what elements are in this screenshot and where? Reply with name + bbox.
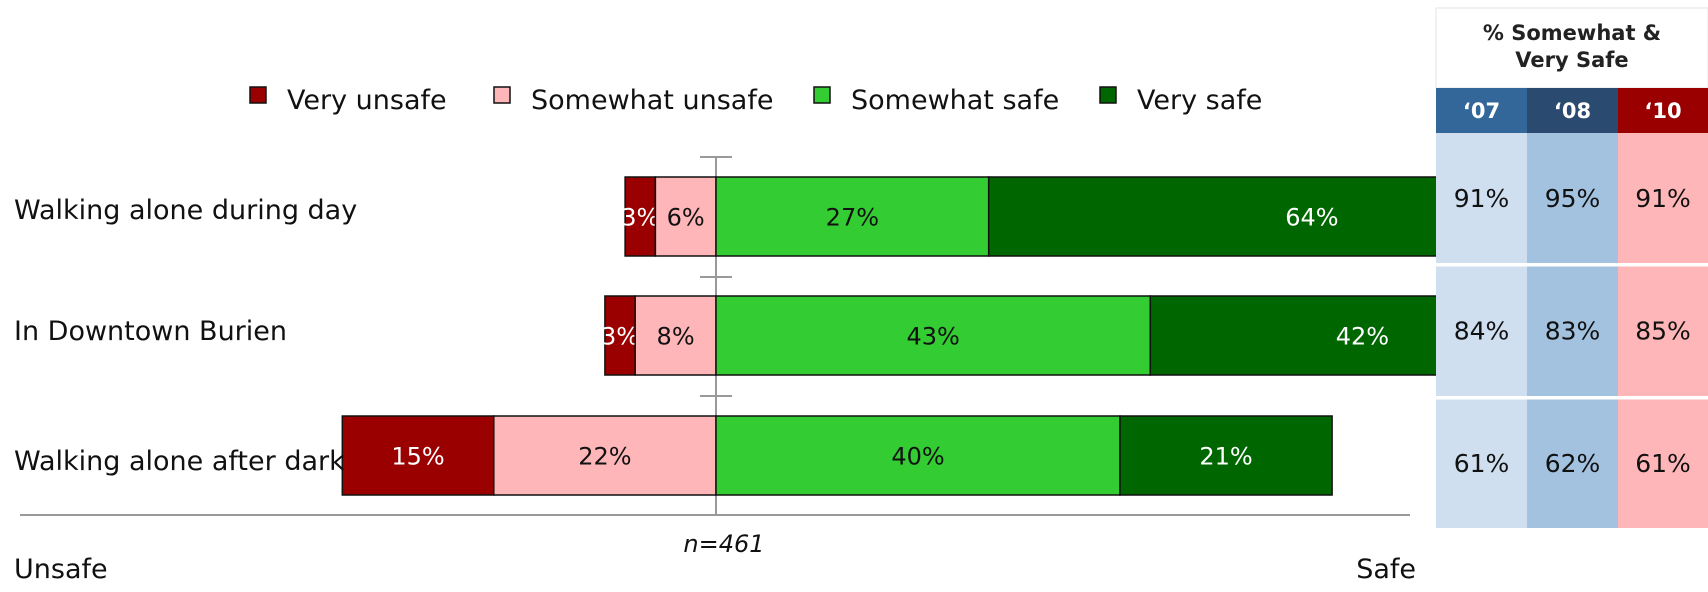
- category-label-walking-alone-after-dark: Walking alone after dark: [14, 446, 345, 477]
- year-header-0: [1436, 88, 1527, 133]
- bar-somewhat-unsafe-in-downtown-burien: [634, 295, 717, 376]
- data-label-very-unsafe-walking-alone-after-dark: 15%: [391, 443, 444, 471]
- trend-table-title-line-1: Very Safe: [1515, 48, 1628, 72]
- trend-cell-bg-0-1: [1527, 133, 1618, 263]
- safe-axis-label: Safe: [1356, 554, 1416, 585]
- trend-cell-1-0: 84%: [1454, 317, 1510, 346]
- sample-size-note: n=461: [683, 530, 764, 558]
- data-label-somewhat-safe-walking-alone-during-day: 27%: [826, 204, 879, 232]
- data-label-very-unsafe-walking-alone-during-day: 3%: [621, 204, 659, 232]
- trend-cell-2-0: 61%: [1454, 449, 1510, 478]
- year-header-2: [1618, 88, 1708, 133]
- trend-cell-bg-1-0: [1436, 265, 1527, 396]
- category-label-walking-alone-during-day: Walking alone during day: [14, 195, 357, 226]
- data-label-somewhat-unsafe-walking-alone-after-dark: 22%: [578, 443, 631, 471]
- trend-cell-bg-2-2: [1618, 398, 1708, 528]
- data-label-very-safe-walking-alone-during-day: 64%: [1285, 204, 1338, 232]
- year-label-0: ‘07: [1463, 99, 1500, 123]
- legend-label-somewhat-safe: Somewhat safe: [851, 85, 1059, 116]
- trend-cell-1-2: 85%: [1635, 317, 1691, 346]
- legend-label-somewhat-unsafe: Somewhat unsafe: [531, 85, 773, 116]
- year-label-1: ‘08: [1554, 99, 1591, 123]
- trend-cell-bg-0-2: [1618, 133, 1708, 263]
- data-label-somewhat-unsafe-walking-alone-during-day: 6%: [667, 204, 705, 232]
- legend-swatch-very-safe: [1099, 86, 1117, 104]
- chart-legend: Very unsafe Somewhat unsafe Somewhat safe V…: [249, 85, 1262, 116]
- trend-cell-1-1: 83%: [1545, 317, 1601, 346]
- bar-somewhat-safe-walking-alone-during-day: [715, 176, 990, 257]
- trend-cell-2-1: 62%: [1545, 449, 1601, 478]
- data-label-somewhat-safe-in-downtown-burien: 43%: [906, 323, 959, 351]
- data-label-somewhat-unsafe-in-downtown-burien: 8%: [657, 323, 695, 351]
- bar-very-safe-walking-alone-after-dark: [1119, 415, 1333, 496]
- data-label-somewhat-safe-walking-alone-after-dark: 40%: [891, 443, 944, 471]
- trend-table-header-box: [1435, 7, 1708, 89]
- legend-swatch-somewhat-unsafe: [493, 86, 511, 104]
- data-label-very-safe-in-downtown-burien: 42%: [1336, 323, 1389, 351]
- year-label-2: ‘10: [1644, 99, 1681, 123]
- category-label-in-downtown-burien: In Downtown Burien: [14, 316, 287, 347]
- unsafe-axis-label: Unsafe: [14, 554, 108, 585]
- trend-cell-0-0: 91%: [1454, 184, 1510, 213]
- trend-table-title-line-0: % Somewhat &: [1483, 21, 1661, 45]
- trend-cell-bg-2-0: [1436, 398, 1527, 528]
- legend-swatch-very-unsafe: [249, 86, 267, 104]
- trend-cell-bg-2-1: [1527, 398, 1618, 528]
- trend-table: % Somewhat & Very Safe ‘07 ‘08 ‘10 91% 95% 91% 8…: [1435, 7, 1708, 528]
- trend-cell-0-1: 95%: [1545, 184, 1601, 213]
- trend-cell-2-2: 61%: [1635, 449, 1691, 478]
- trend-cell-bg-0-0: [1436, 133, 1527, 263]
- data-label-very-unsafe-in-downtown-burien: 3%: [601, 323, 639, 351]
- bar-very-unsafe-walking-alone-after-dark: [341, 415, 495, 496]
- bar-somewhat-unsafe-walking-alone-during-day: [654, 176, 717, 257]
- data-label-very-safe-walking-alone-after-dark: 21%: [1199, 443, 1252, 471]
- legend-label-very-safe: Very safe: [1137, 85, 1262, 116]
- trend-cell-bg-1-1: [1527, 265, 1618, 396]
- bar-somewhat-safe-walking-alone-after-dark: [715, 415, 1121, 496]
- legend-label-very-unsafe: Very unsafe: [287, 85, 447, 116]
- trend-cell-bg-1-2: [1618, 265, 1708, 396]
- bar-somewhat-safe-in-downtown-burien: [715, 295, 1152, 376]
- legend-swatch-somewhat-safe: [813, 86, 831, 104]
- year-header-1: [1527, 88, 1618, 133]
- category-labels: Walking alone during day In Downtown Buri…: [14, 195, 357, 477]
- trend-cell-0-2: 91%: [1635, 184, 1691, 213]
